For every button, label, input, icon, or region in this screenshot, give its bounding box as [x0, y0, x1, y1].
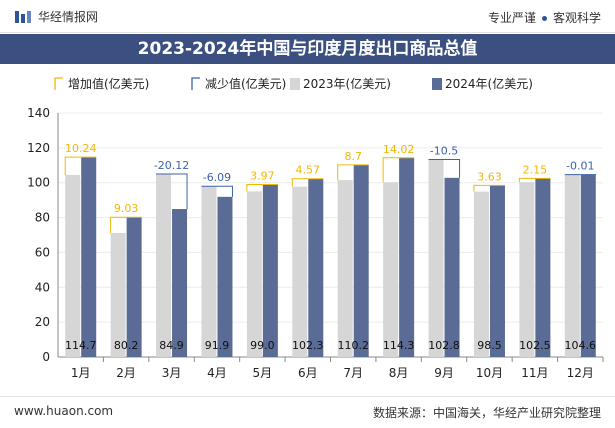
bar-2023: [65, 175, 80, 357]
bar-value-label: 98.5: [477, 339, 502, 352]
change-label: 10.24: [65, 142, 97, 155]
bar-2024: [127, 217, 142, 357]
separator-dot-icon: [542, 16, 547, 21]
bar-2024: [490, 185, 505, 357]
y-tick-label: 60: [35, 245, 50, 259]
x-tick-label: 3月: [162, 366, 182, 380]
brand-logo-icon: [14, 9, 32, 25]
bar-value-label: 102.8: [428, 339, 460, 352]
chart-title: 2023-2024年中国与印度月度出口商品总值: [0, 34, 615, 64]
brand[interactable]: 华经情报网: [14, 8, 98, 25]
y-tick-label: 20: [35, 315, 50, 329]
change-label: 9.03: [114, 202, 139, 215]
x-tick-label: 6月: [298, 366, 318, 380]
bar-2023: [156, 174, 171, 357]
y-tick-label: 40: [35, 280, 50, 294]
bar-value-label: 80.2: [114, 339, 139, 352]
bar-2023: [201, 186, 216, 357]
bar-2023: [247, 191, 262, 357]
x-tick-label: 7月: [343, 366, 363, 380]
x-tick-label: 11月: [521, 366, 548, 380]
change-label: 2.15: [523, 163, 548, 176]
bar-value-label: 104.6: [565, 339, 597, 352]
bar-2024: [81, 157, 96, 357]
bar-2024: [399, 158, 414, 357]
y-tick-label: 140: [27, 106, 50, 120]
bar-2023: [519, 182, 534, 357]
footer: www.huaon.com 数据来源：中国海关，华经产业研究院整理: [0, 396, 615, 428]
x-tick-label: 8月: [389, 366, 409, 380]
x-tick-label: 5月: [253, 366, 273, 380]
y-tick-label: 120: [27, 141, 50, 155]
x-tick-label: 2月: [116, 366, 136, 380]
bar-2023: [338, 180, 353, 357]
bar-2024: [445, 178, 460, 357]
bar-2023: [383, 182, 398, 357]
change-label: -0.01: [566, 160, 594, 173]
x-tick-label: 9月: [434, 366, 454, 380]
x-tick-label: 10月: [476, 366, 503, 380]
bar-value-label: 102.3: [292, 339, 324, 352]
bar-2024: [217, 197, 232, 357]
bar-2023: [565, 175, 580, 357]
footer-url[interactable]: www.huaon.com: [14, 404, 113, 418]
tagline-left: 专业严谨: [488, 11, 536, 25]
change-label: 4.57: [296, 164, 321, 177]
x-tick-label: 4月: [207, 366, 227, 380]
bar-value-label: 114.7: [65, 339, 97, 352]
y-tick-label: 80: [35, 211, 50, 225]
legend-swatch-1: [192, 78, 200, 90]
bar-2024: [581, 175, 596, 357]
chart: 增加值(亿美元) 减少值(亿美元) 2023年(亿美元) 2024年(亿美元) 0 20 4…: [0, 66, 615, 394]
legend-label: 减少值(亿美元): [205, 76, 286, 91]
bar-2023: [292, 187, 307, 357]
bar-2023: [474, 192, 489, 357]
bar-2024: [263, 184, 278, 357]
bar-2024: [172, 209, 187, 357]
change-label: -6.09: [203, 171, 231, 184]
bar-value-label: 84.9: [159, 339, 184, 352]
bar-value-label: 114.3: [383, 339, 415, 352]
x-tick-label: 12月: [567, 366, 594, 380]
tagline: 专业严谨 客观科学: [488, 9, 601, 26]
change-label: 3.97: [250, 169, 275, 182]
change-label: -10.5: [430, 145, 458, 158]
bar-value-label: 102.5: [519, 339, 551, 352]
y-tick-label: 0: [42, 350, 50, 364]
change-label: 3.63: [477, 170, 502, 183]
change-label: 14.02: [383, 143, 415, 156]
legend-swatch-3: [432, 78, 442, 90]
change-label: 8.7: [344, 150, 362, 163]
bar-2024: [308, 179, 323, 357]
y-tick-label: 100: [27, 176, 50, 190]
legend-label: 2023年(亿美元): [303, 76, 391, 91]
bar-value-label: 99.0: [250, 339, 275, 352]
bar-2024: [535, 178, 550, 357]
bar-value-label: 91.9: [205, 339, 230, 352]
data-source: 数据来源：中国海关，华经产业研究院整理: [373, 404, 601, 421]
bar-2023: [429, 160, 444, 357]
top-bar: 华经情报网 专业严谨 客观科学: [0, 0, 615, 33]
legend-swatch-0: [55, 78, 63, 90]
legend-swatch-2: [290, 78, 300, 90]
bar-2024: [354, 165, 369, 357]
bar-value-label: 110.2: [337, 339, 369, 352]
tagline-right: 客观科学: [553, 11, 601, 25]
change-label: -20.12: [154, 159, 189, 172]
brand-name: 华经情报网: [38, 8, 98, 25]
legend-label: 2024年(亿美元): [445, 76, 533, 91]
legend-label: 增加值(亿美元): [68, 76, 149, 91]
x-tick-label: 1月: [71, 366, 91, 380]
